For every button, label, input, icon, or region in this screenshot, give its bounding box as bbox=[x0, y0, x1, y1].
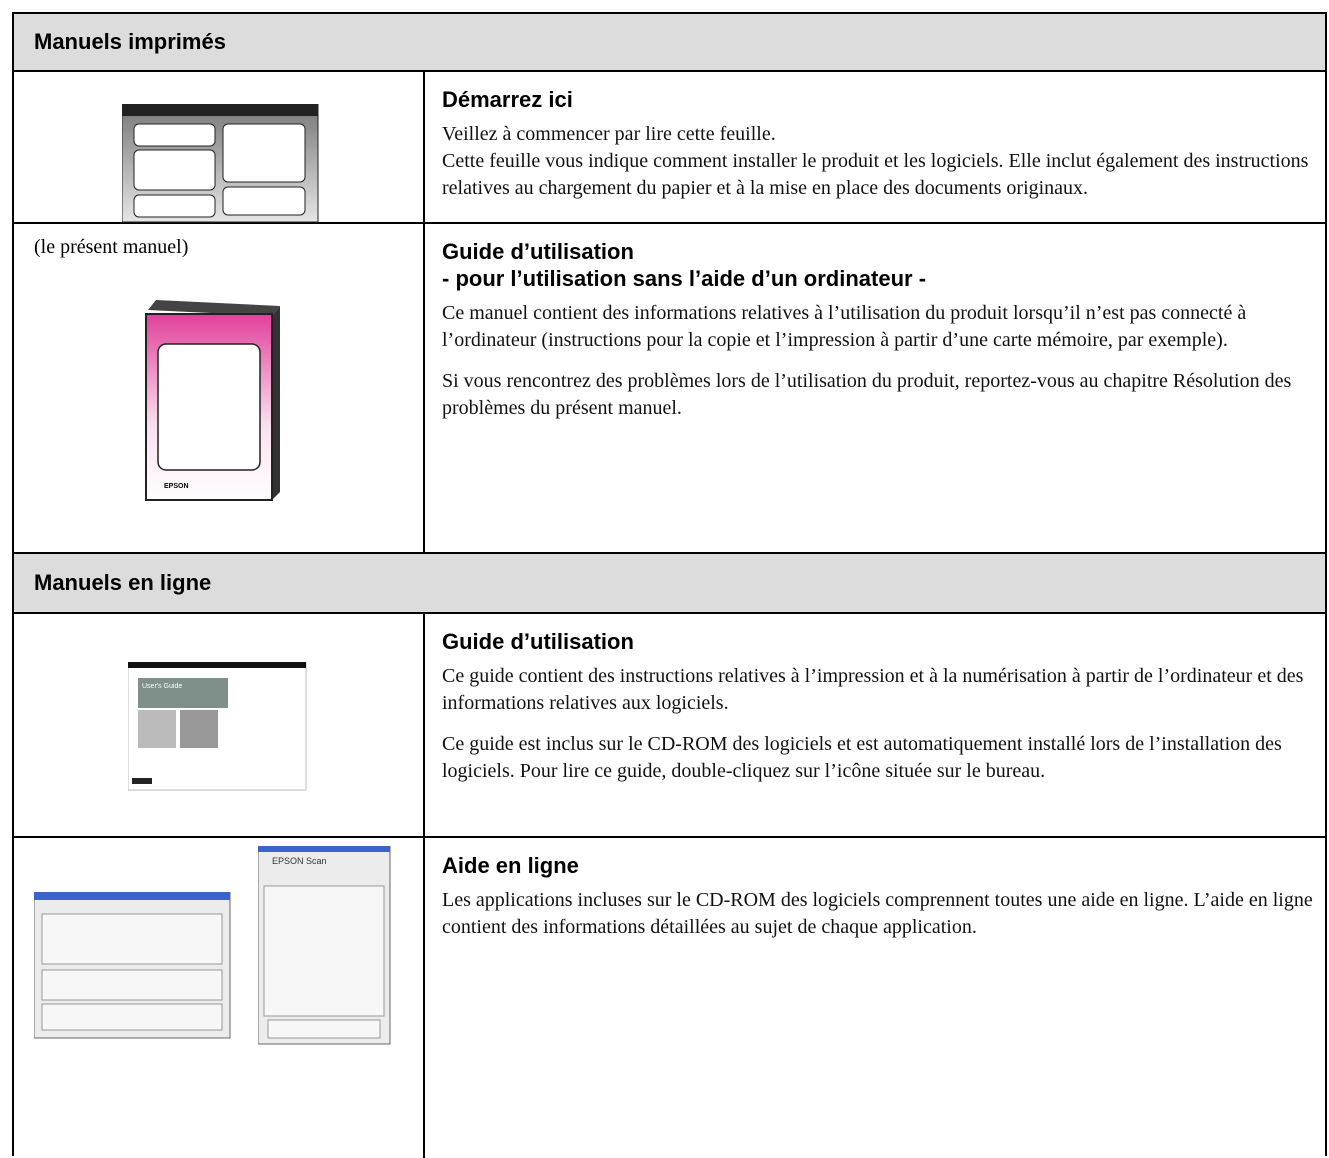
manual-booklet: EPSON bbox=[145, 300, 280, 501]
image-cell: User's Guide bbox=[14, 614, 425, 836]
manuals-table: Manuels imprimés Démarrez ici Veillez à … bbox=[12, 12, 1327, 1158]
paragraph: Cette feuille vous indique comment insta… bbox=[442, 150, 1309, 199]
image-cell: (le présent manuel) EPSON bbox=[14, 224, 425, 552]
image-cell: EPSON Scan bbox=[14, 838, 425, 1158]
scan-dialog: EPSON Scan bbox=[258, 846, 391, 1045]
image-text: EPSON Scan bbox=[272, 856, 327, 866]
row-heading: Guide d’utilisation bbox=[442, 628, 1313, 655]
row-heading: Guide d’utilisation - pour l’utilisation… bbox=[442, 238, 1313, 292]
row-heading: Démarrez ici bbox=[442, 86, 1313, 113]
start-here-sheet bbox=[122, 104, 319, 223]
heading-line: Guide d’utilisation bbox=[442, 239, 634, 264]
online-guide-screen: User's Guide bbox=[128, 662, 307, 791]
text-cell: Guide d’utilisation Ce guide contient de… bbox=[442, 628, 1313, 799]
heading-line: - pour l’utilisation sans l’aide d’un or… bbox=[442, 266, 927, 291]
image-text: EPSON bbox=[164, 483, 189, 490]
paragraph: Ce guide est inclus sur le CD-ROM des lo… bbox=[442, 733, 1282, 782]
paragraph: Veillez à commencer par lire cette feuil… bbox=[442, 123, 776, 145]
text-cell: Guide d’utilisation - pour l’utilisation… bbox=[442, 238, 1313, 436]
image-text: User's Guide bbox=[142, 683, 182, 690]
paragraph: Ce manuel contient des informations rela… bbox=[442, 302, 1247, 351]
heading-line: Aide en ligne bbox=[442, 853, 579, 878]
heading-line: Démarrez ici bbox=[442, 87, 573, 112]
section-title: Manuels en ligne bbox=[34, 570, 212, 595]
paragraph: Ce guide contient des instructions relat… bbox=[442, 665, 1304, 714]
paragraph: Si vous rencontrez des problèmes lors de… bbox=[442, 370, 1292, 419]
text-cell: Démarrez ici Veillez à commencer par lir… bbox=[442, 86, 1313, 216]
row-heading: Aide en ligne bbox=[442, 852, 1313, 879]
table-row: (le présent manuel) EPSON Guide d’utilis… bbox=[14, 224, 1325, 554]
table-row: User's Guide Guide d’utilisation Ce guid… bbox=[14, 614, 1325, 838]
paragraph: Les applications incluses sur le CD-ROM … bbox=[442, 889, 1313, 938]
note: (le présent manuel) bbox=[34, 236, 189, 258]
table-row: EPSON Scan Aide en ligne Les application… bbox=[14, 838, 1325, 1158]
section-header: Manuels imprimés bbox=[14, 14, 1325, 72]
table-row: Démarrez ici Veillez à commencer par lir… bbox=[14, 72, 1325, 224]
text-cell: Aide en ligne Les applications incluses … bbox=[442, 852, 1313, 955]
image-cell bbox=[14, 72, 425, 223]
printer-dialog bbox=[34, 892, 231, 1039]
heading-line: Guide d’utilisation bbox=[442, 629, 634, 654]
section-title: Manuels imprimés bbox=[34, 29, 226, 54]
section-header: Manuels en ligne bbox=[14, 554, 1325, 614]
